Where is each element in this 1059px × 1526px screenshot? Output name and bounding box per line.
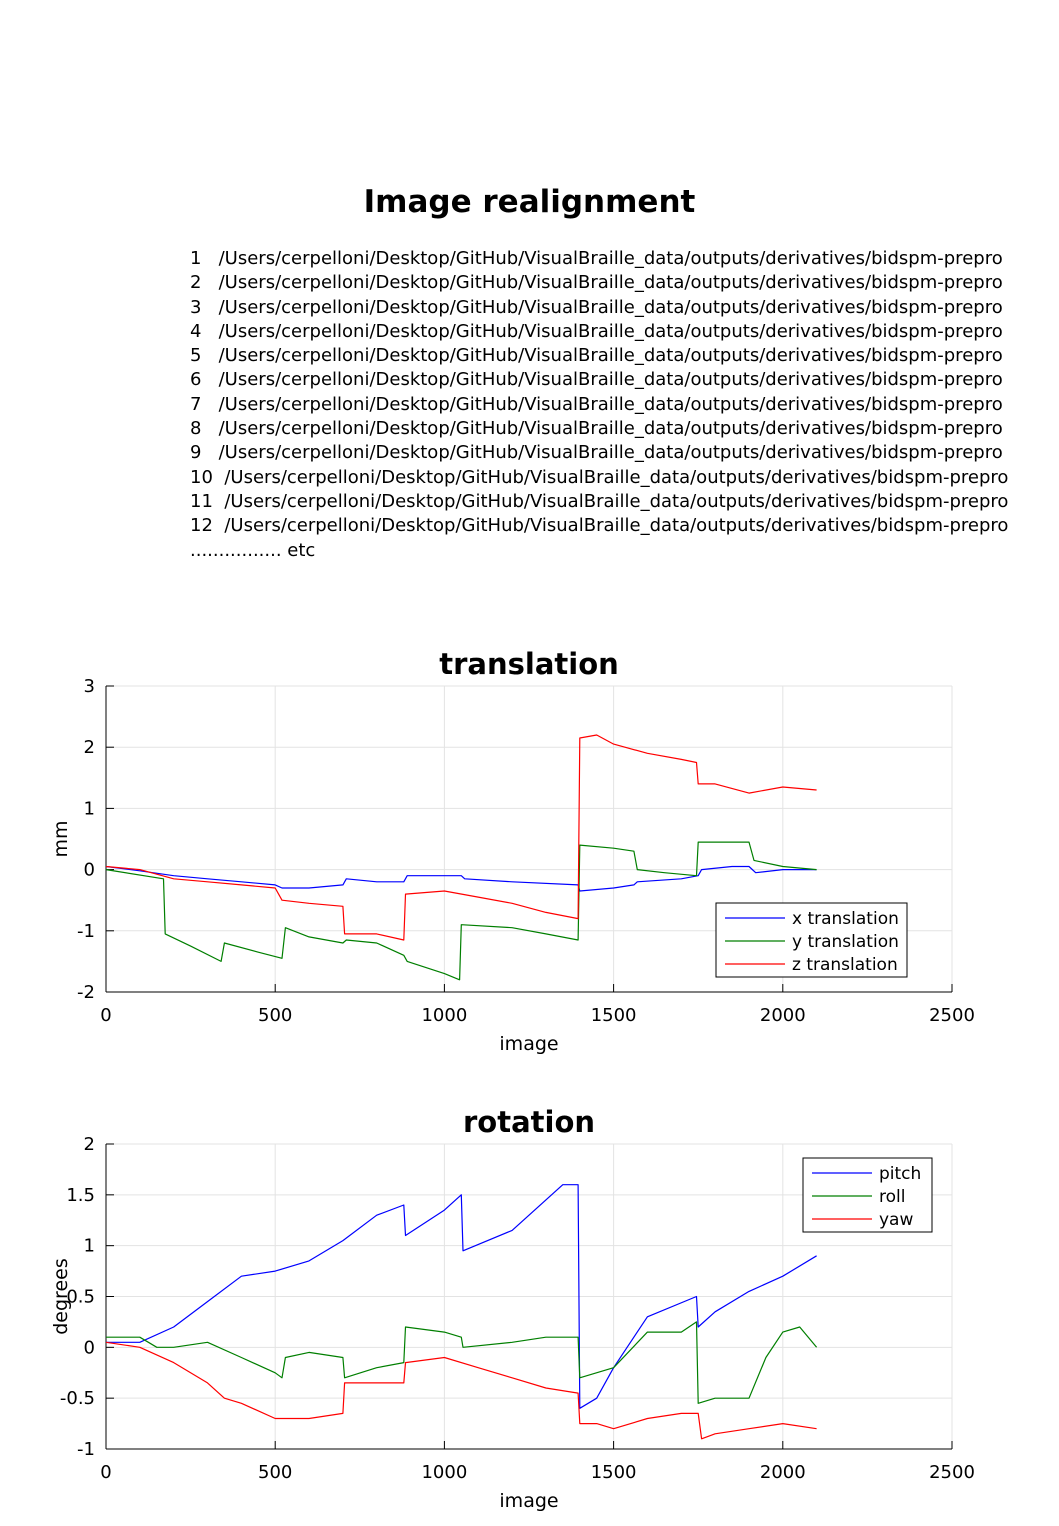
- chart-title: rotation: [463, 1105, 595, 1139]
- x-tick-label: 1500: [591, 1462, 637, 1483]
- series-line-z-translation: [105, 734, 817, 941]
- legend-box: [715, 902, 908, 978]
- y-tick-label: 3: [84, 676, 95, 697]
- y-axis-label: mm: [50, 820, 72, 857]
- x-tick-label: 500: [258, 1462, 292, 1483]
- x-tick-label: 500: [258, 1005, 292, 1026]
- y-tick-label: 0: [84, 1337, 95, 1358]
- legend-box: [802, 1157, 933, 1233]
- chart-translation: 0 500 1000 1500 2000 2500 3 2 1 0 -1 -2 translation i…: [50, 647, 975, 1055]
- y-tick-label: 2: [84, 737, 95, 758]
- file-list-line: ................ etc: [190, 539, 316, 561]
- legend-label: yaw: [879, 1210, 913, 1230]
- legend-label: z translation: [792, 955, 898, 975]
- y-axis-label: degrees: [50, 1258, 72, 1334]
- file-list-line: 9 /Users/cerpelloni/Desktop/GitHub/Visua…: [190, 442, 1003, 464]
- x-tick-label: 0: [100, 1005, 111, 1026]
- file-list-line: 10 /Users/cerpelloni/Desktop/GitHub/Visu…: [190, 466, 1009, 488]
- legend-label: pitch: [879, 1164, 921, 1184]
- x-axis-label: image: [499, 1490, 558, 1512]
- y-tick-label: 1: [84, 798, 95, 819]
- file-list: 1 /Users/cerpelloni/Desktop/GitHub/Visua…: [190, 247, 1059, 563]
- file-list-line: 8 /Users/cerpelloni/Desktop/GitHub/Visua…: [190, 418, 1003, 440]
- legend-label: x translation: [792, 909, 899, 929]
- x-tick-label: 2500: [929, 1005, 975, 1026]
- x-tick-label: 2000: [760, 1462, 806, 1483]
- legend-label: roll: [879, 1187, 905, 1207]
- y-tick-label: 0: [84, 860, 95, 881]
- x-tick-label: 2500: [929, 1462, 975, 1483]
- y-tick-label: 2: [84, 1134, 95, 1155]
- file-list-line: 3 /Users/cerpelloni/Desktop/GitHub/Visua…: [190, 296, 1003, 318]
- legend: x translation y translation z translation: [715, 902, 908, 978]
- series-line-pitch: [106, 1184, 817, 1409]
- y-tick-label: -0.5: [60, 1388, 95, 1409]
- chart-rotation: 0 500 1000 1500 2000 2500 2 1.5 1 0.5 0 -0.5 -1 rotat…: [50, 1105, 975, 1512]
- legend-label: y translation: [792, 932, 899, 952]
- series-line-yaw: [105, 1341, 817, 1440]
- y-tick-label: -2: [77, 982, 95, 1003]
- y-tick-label: -1: [77, 921, 95, 942]
- file-list-line: 1 /Users/cerpelloni/Desktop/GitHub/Visua…: [190, 248, 1003, 269]
- chart-title: translation: [439, 647, 619, 681]
- file-list-line: 7 /Users/cerpelloni/Desktop/GitHub/Visua…: [190, 393, 1003, 415]
- y-tick-label: 1: [84, 1236, 95, 1257]
- y-tick-label: -1: [77, 1439, 95, 1460]
- x-tick-label: 0: [100, 1462, 111, 1483]
- series-line-y-translation: [105, 841, 817, 981]
- page-title: Image realignment: [363, 184, 696, 220]
- x-tick-label: 1000: [421, 1005, 467, 1026]
- file-list-line: 5 /Users/cerpelloni/Desktop/GitHub/Visua…: [190, 345, 1003, 367]
- y-tick-label: 1.5: [66, 1185, 95, 1206]
- x-tick-label: 1500: [591, 1005, 637, 1026]
- x-tick-label: 1000: [421, 1462, 467, 1483]
- x-tick-label: 2000: [760, 1005, 806, 1026]
- file-list-line: 12 /Users/cerpelloni/Desktop/GitHub/Visu…: [190, 515, 1009, 537]
- file-list-line: 6 /Users/cerpelloni/Desktop/GitHub/Visua…: [190, 369, 1003, 391]
- file-list-line: 2 /Users/cerpelloni/Desktop/GitHub/Visua…: [190, 272, 1003, 294]
- file-list-line: 4 /Users/cerpelloni/Desktop/GitHub/Visua…: [190, 320, 1003, 342]
- legend: pitch roll yaw: [802, 1157, 933, 1233]
- x-axis-label: image: [499, 1033, 558, 1055]
- file-list-line: 11 /Users/cerpelloni/Desktop/GitHub/Visu…: [190, 490, 1009, 512]
- y-tick-label: 0.5: [66, 1287, 95, 1308]
- series-line-x-translation: [105, 865, 817, 892]
- series-line-roll: [106, 1321, 818, 1404]
